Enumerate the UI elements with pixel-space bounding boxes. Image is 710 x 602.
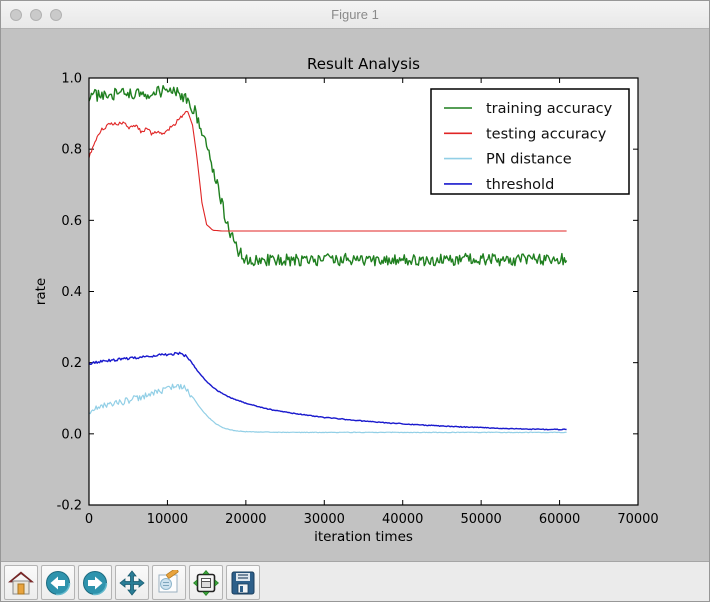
y-tick-label: 0.2 <box>61 356 82 371</box>
back-button[interactable] <box>41 565 75 600</box>
close-button[interactable] <box>10 9 22 21</box>
pan-button[interactable] <box>115 565 149 600</box>
save-button[interactable] <box>226 565 260 600</box>
x-tick-label: 60000 <box>539 512 580 527</box>
y-tick-label: -0.2 <box>57 499 82 514</box>
x-tick-label: 50000 <box>460 512 501 527</box>
configure-subplots-button[interactable] <box>189 565 223 600</box>
y-tick-label: 0.8 <box>61 143 82 158</box>
home-button[interactable] <box>4 565 38 600</box>
legend-label: testing accuracy <box>486 126 607 142</box>
navigation-toolbar: http:// 易采站长站 — Www.Easck.Com Webmaster … <box>1 561 709 601</box>
plot-spines <box>88 77 639 506</box>
back-arrow-icon <box>45 570 71 595</box>
legend-label: training accuracy <box>486 101 613 117</box>
series-line-PN-distance <box>88 383 567 434</box>
x-tick-label: 20000 <box>225 512 266 527</box>
forward-button[interactable] <box>78 565 112 600</box>
series-line-threshold <box>88 351 567 431</box>
y-tick-label: 0.4 <box>61 285 82 300</box>
y-tick-label: 1.0 <box>61 72 82 87</box>
pan-arrows-icon <box>119 569 145 596</box>
forward-arrow-icon <box>82 570 108 595</box>
y-tick-label: 0.0 <box>61 427 82 442</box>
home-icon <box>8 570 34 594</box>
legend-label: PN distance <box>486 152 572 168</box>
legend-label: threshold <box>486 177 554 193</box>
zoom-to-rect-button[interactable] <box>152 565 186 600</box>
x-axis-label: iteration times <box>314 529 413 545</box>
x-tick-label: 70000 <box>617 512 658 527</box>
x-tick-label: 30000 <box>304 512 345 527</box>
x-tick-label: 0 <box>85 512 93 527</box>
window-title: Figure 1 <box>331 7 379 22</box>
x-tick-label: 40000 <box>382 512 423 527</box>
minimize-button[interactable] <box>30 9 42 21</box>
subplots-icon <box>193 569 219 596</box>
legend-box <box>430 88 630 195</box>
traffic-lights <box>10 9 62 21</box>
figure-canvas[interactable]: 0 10000 20000 30000 40000 50000 60000 70000 -0.2… <box>1 29 709 561</box>
x-tick-label: 10000 <box>147 512 188 527</box>
y-axis-label: rate <box>33 278 49 305</box>
series-line-testing-accuracy <box>88 110 567 232</box>
window-titlebar[interactable]: Figure 1 <box>1 1 709 29</box>
save-floppy-icon <box>231 571 255 594</box>
y-tick-label: 0.6 <box>61 214 82 229</box>
chart-title: Result Analysis <box>307 55 420 73</box>
zoom-window-button[interactable] <box>50 9 62 21</box>
chart-plot: 0 10000 20000 30000 40000 50000 60000 70000 -0.2… <box>33 55 659 545</box>
zoom-rect-icon <box>158 569 179 592</box>
series-line-training-accuracy <box>88 85 568 267</box>
